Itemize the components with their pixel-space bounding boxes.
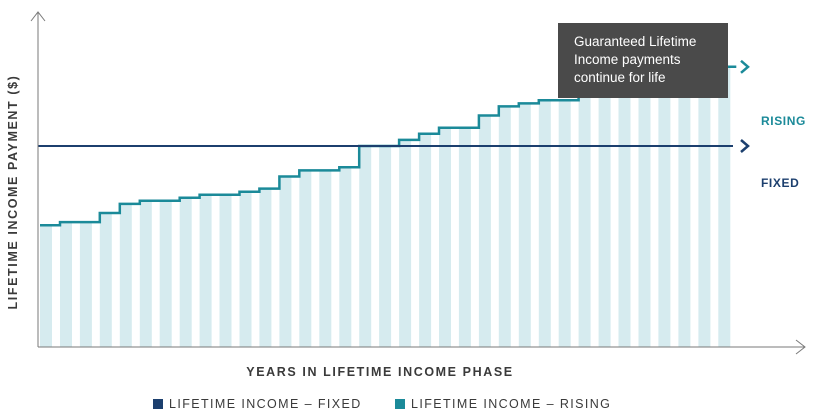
bar [99,213,112,347]
bar [359,146,372,347]
bar [698,69,711,348]
fixed-chevron-icon [740,139,750,153]
bar [478,115,491,347]
bar [40,225,52,347]
bar [538,100,551,347]
legend-swatch-fixed [153,399,163,409]
legend-label-rising: LIFETIME INCOME – RISING [411,397,612,411]
bar [259,188,272,347]
bar [558,100,571,347]
legend-label-fixed: LIFETIME INCOME – FIXED [169,397,362,411]
bar [718,66,731,348]
bar [179,197,192,347]
bar [279,176,292,347]
bar [618,91,631,347]
callout-text: Guaranteed Lifetime Income payments cont… [574,34,697,85]
bar [79,222,92,347]
bar [239,191,252,347]
bar [498,106,511,348]
bar [219,194,232,347]
bar [439,127,451,347]
bar [199,194,212,347]
y-axis [30,11,46,347]
bar [119,203,132,347]
bar [399,139,412,347]
bar [159,200,172,347]
legend-item-fixed: LIFETIME INCOME – FIXED [153,397,362,411]
bar [419,133,432,347]
bar [518,103,531,348]
bar [638,85,651,347]
y-axis-label: LIFETIME INCOME PAYMENT ($) [6,74,20,310]
legend-swatch-rising [395,399,405,409]
bar [658,72,671,348]
bar [678,69,691,348]
bar [299,170,312,347]
rising-label: RISING [761,114,806,128]
bar [458,127,471,347]
rising-chevron-icon [740,59,750,74]
bar [379,146,392,347]
legend-item-rising: LIFETIME INCOME – RISING [395,397,611,411]
bar [60,222,72,347]
bar [319,170,332,347]
fixed-label: FIXED [761,176,800,190]
callout-box: Guaranteed Lifetime Income payments cont… [558,23,728,98]
x-axis [38,339,806,355]
bar [598,91,611,347]
bars-group [40,66,731,348]
legend: LIFETIME INCOME – FIXED LIFETIME INCOME … [0,397,815,415]
bar [339,167,352,347]
bar [578,94,591,347]
bar [139,200,152,347]
x-axis-label: YEARS IN LIFETIME INCOME PHASE [246,365,514,379]
